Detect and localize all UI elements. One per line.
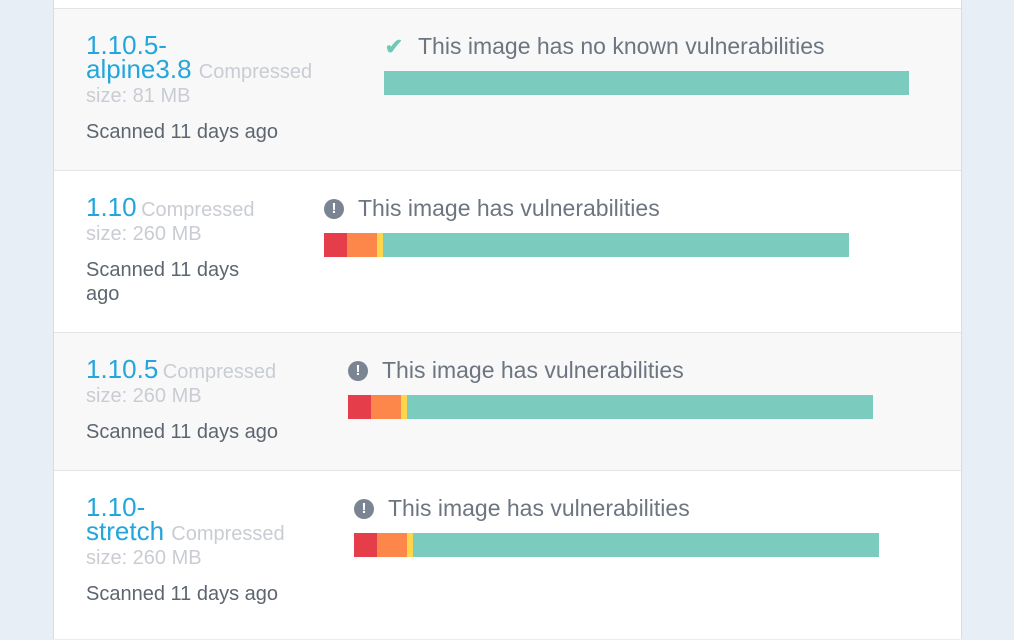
size-label: size: 260 MB (86, 223, 202, 245)
tag-link[interactable]: 1.10.5- alpine3.8 Compressed (86, 30, 313, 84)
bar-segment-medium (401, 395, 407, 419)
scanned-label: Scanned 11 days ago (86, 421, 279, 443)
compressed-label: Compressed (198, 61, 313, 83)
bar-segment-high (347, 233, 378, 257)
vulnerability-bar (348, 395, 873, 419)
compressed-label: Compressed (162, 361, 277, 383)
bar-segment-clean (384, 71, 909, 95)
image-tags-panel: 1.10.5- alpine3.8 Compressed size: 81 MB … (53, 0, 962, 639)
tag-link[interactable]: 1.10 (86, 192, 137, 222)
size-label: size: 81 MB (86, 85, 191, 107)
vulnerability-bar (324, 233, 849, 257)
tag-row: 1.10 Compressed size: 260 MB Scanned 11 … (54, 170, 961, 332)
compressed-label: Compressed (171, 523, 285, 545)
bar-segment-medium (407, 533, 413, 557)
vulnerability-status: ! This image has vulnerabilities (354, 495, 690, 522)
bar-segment-clean (406, 395, 873, 419)
bar-segment-critical (324, 233, 348, 257)
tag-row: 1.10- stretch Compressed size: 260 MB Sca… (54, 470, 961, 640)
bar-segment-clean (382, 233, 849, 257)
vulnerability-bar (354, 533, 879, 557)
tag-row: 1.10.5 Compressed size: 260 MB Scanned 1… (54, 332, 961, 470)
bar-segment-clean (412, 533, 879, 557)
tag-link[interactable]: 1.10- stretch Compressed (86, 492, 285, 546)
vulnerability-status: ! This image has vulnerabilities (348, 357, 684, 384)
scanned-label: Scanned 11 days ago (86, 121, 279, 143)
exclamation-icon: ! (354, 498, 374, 519)
vulnerability-status: ! This image has vulnerabilities (324, 195, 660, 222)
check-icon: ✔ (384, 33, 404, 59)
vulnerability-status: ✔ This image has no known vulnerabilities (384, 33, 825, 59)
tag-link[interactable]: 1.10.5 (86, 354, 159, 384)
compressed-label: Compressed (141, 199, 255, 221)
bar-segment-critical (348, 395, 372, 419)
bar-segment-high (377, 533, 408, 557)
bar-segment-critical (354, 533, 378, 557)
scanned-label: Scanned 11 days ago (86, 259, 240, 305)
tag-row: 1.10.5- alpine3.8 Compressed size: 81 MB … (54, 8, 961, 170)
size-label: size: 260 MB (86, 385, 202, 407)
size-label: size: 260 MB (86, 547, 202, 569)
vulnerability-bar (384, 71, 909, 95)
exclamation-icon: ! (324, 198, 344, 219)
exclamation-icon: ! (348, 360, 368, 381)
scanned-label: Scanned 11 days ago (86, 583, 279, 605)
bar-segment-high (371, 395, 402, 419)
bar-segment-medium (377, 233, 383, 257)
